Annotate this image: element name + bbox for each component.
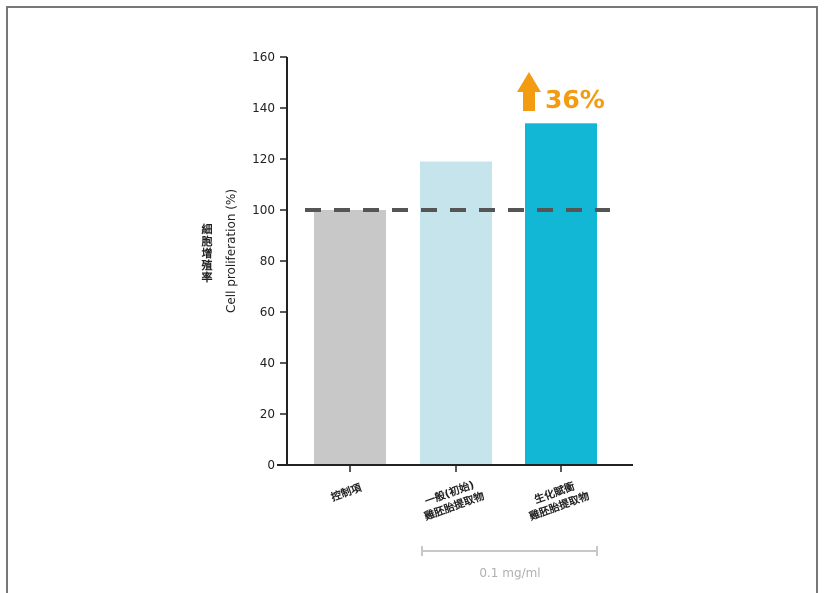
annotation: 36% (517, 72, 605, 114)
y-tick-label: 140 (252, 101, 275, 115)
x-tick-label: 生化賦衝雞胚胎提取物 (522, 476, 592, 523)
y-tick-label: 60 (260, 305, 275, 319)
y-tick-label: 20 (260, 407, 275, 421)
x-tick-label: 控制項 (329, 481, 364, 504)
y-axis-label-zh-char: 殖 (201, 258, 213, 272)
up-arrow-icon (517, 72, 541, 92)
bracket-label: 0.1 mg/ml (479, 566, 540, 580)
x-tick-label: 一般(初始)雞胚胎提取物 (417, 476, 487, 523)
y-tick-label: 160 (252, 50, 275, 64)
chart-frame (6, 6, 818, 593)
y-axis-label-zh-char: 細 (202, 222, 213, 236)
bars (305, 123, 610, 466)
bar (525, 123, 597, 466)
up-arrow-shaft (523, 91, 535, 111)
y-axis-label-zh-char: 增 (202, 246, 213, 260)
y-tick-label: 80 (260, 254, 275, 268)
x-axis: 控制項 一般(初始)雞胚胎提取物 生化賦衝雞胚胎提取物 (277, 464, 633, 523)
y-axis-label-zh-char: 胞 (202, 234, 213, 248)
y-axis-label: Cell proliferation (%) (224, 189, 238, 313)
concentration-bracket: 0.1 mg/ml (421, 546, 598, 580)
y-tick-label: 120 (252, 152, 275, 166)
bar (420, 161, 492, 466)
y-axis: 0 20 40 60 80 100 120 140 160 Cell proliferation … (201, 50, 288, 472)
annotation-label: 36% (545, 85, 605, 114)
bar (314, 210, 386, 465)
y-tick-label: 40 (260, 356, 275, 370)
x-tick-label-line: 控制項 (329, 481, 364, 504)
y-axis-label-zh-char: 率 (202, 270, 213, 284)
y-tick-label: 100 (252, 203, 275, 217)
y-tick-label: 0 (267, 458, 275, 472)
